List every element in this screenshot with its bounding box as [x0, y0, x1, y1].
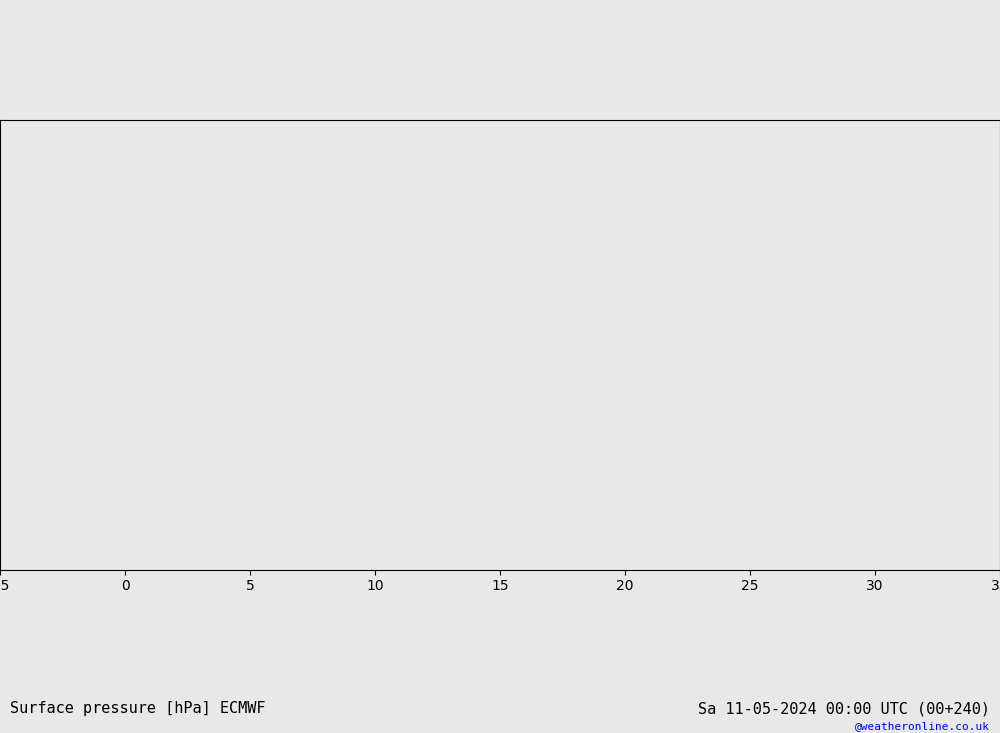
Text: Surface pressure [hPa] ECMWF: Surface pressure [hPa] ECMWF	[10, 701, 266, 716]
Text: Sa 11-05-2024 00:00 UTC (00+240): Sa 11-05-2024 00:00 UTC (00+240)	[698, 701, 990, 716]
Text: @weatheronline.co.uk: @weatheronline.co.uk	[855, 721, 990, 731]
